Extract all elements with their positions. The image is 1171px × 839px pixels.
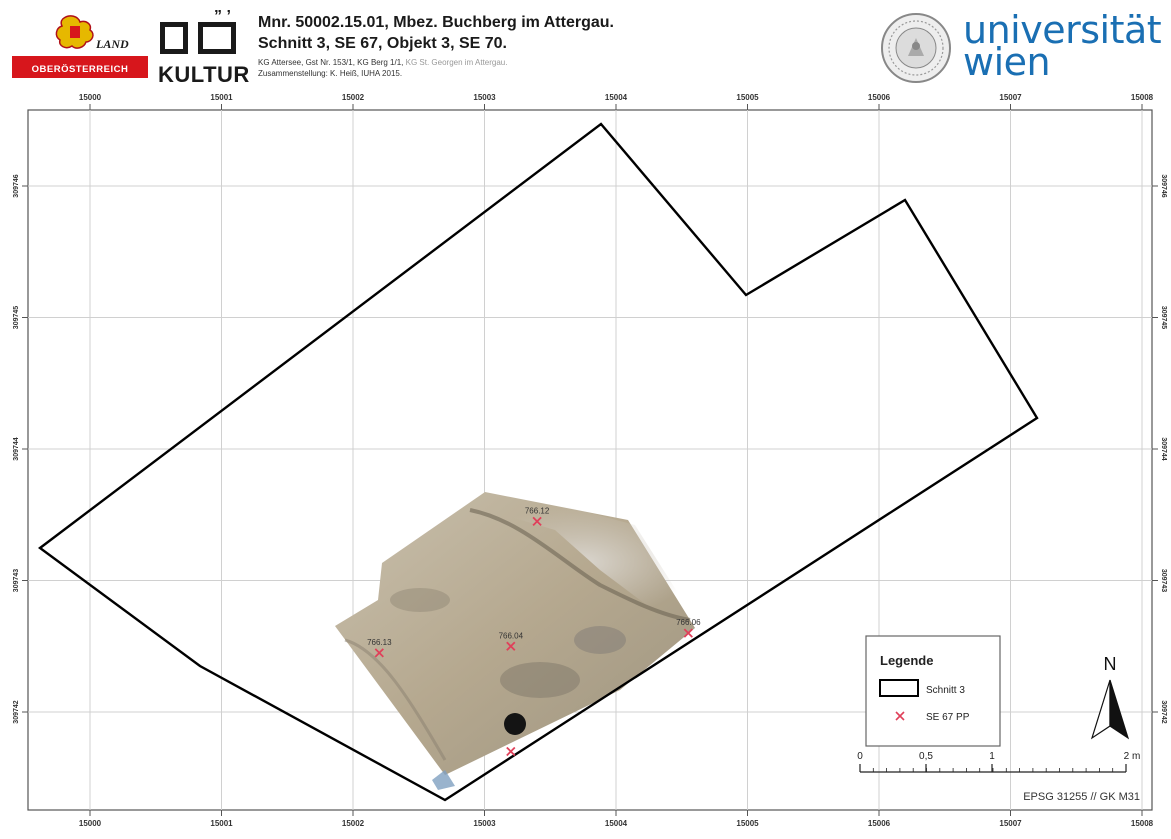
land-word: LAND — [95, 37, 129, 51]
meta-line-1-main: KG Attersee, Gst Nr. 153/1, KG Berg 1/1, — [258, 58, 404, 67]
title-line-1: Mnr. 50002.15.01, Mbez. Buchberg im Atte… — [258, 14, 614, 31]
x-tick-label: 15008 — [1131, 819, 1154, 828]
orthophoto — [335, 492, 695, 790]
x-tick-label: 15000 — [79, 819, 102, 828]
scale-label-05: 0,5 — [919, 751, 933, 762]
universitaet-wien-logo: universität wien — [963, 8, 1168, 84]
pp-marker-stroke — [683, 628, 693, 638]
pp-marker: 766.06 — [676, 618, 701, 638]
north-label: N — [1104, 654, 1117, 674]
x-tick-label: 15002 — [342, 819, 365, 828]
x-tick-label: 15001 — [210, 819, 233, 828]
meta-line-1: KG Attersee, Gst Nr. 153/1, KG Berg 1/1,… — [258, 57, 858, 68]
y-tick-label: 309744 — [13, 437, 20, 460]
x-tick-label: 15006 — [868, 819, 891, 828]
y-tick-label: 309744 — [1160, 437, 1167, 460]
y-tick-labels-left: 309746 309745 309744 309743 309742 — [13, 174, 20, 723]
scale-label-0: 0 — [857, 751, 863, 762]
y-tick-label: 309743 — [1160, 569, 1167, 592]
x-tick-label: 15000 — [79, 93, 102, 102]
y-tick-label: 309742 — [1160, 700, 1167, 723]
pp-marker: 766.12 — [525, 506, 550, 526]
pp-marker-stroke — [532, 516, 542, 526]
meta-line-1-grey: KG St. Georgen im Attergau. — [405, 58, 508, 67]
title-block: Mnr. 50002.15.01, Mbez. Buchberg im Atte… — [258, 12, 858, 79]
legend-polygon-icon — [879, 679, 919, 697]
measurement-points: 766.12 766.13 766.04 766.06 — [367, 506, 701, 757]
legend-item-pp: SE 67 PP — [926, 712, 970, 723]
pp-label: 766.12 — [525, 506, 550, 515]
university-line-2: wien — [963, 40, 1051, 84]
y-tick-label: 309745 — [13, 306, 20, 329]
pp-label: 766.13 — [367, 638, 392, 647]
legend-title: Legende — [880, 653, 933, 668]
scale-label-2m: 2 m — [1124, 751, 1141, 762]
pp-marker-stroke — [506, 641, 516, 651]
y-tick-label: 309743 — [13, 569, 20, 592]
x-tick-label: 15005 — [736, 819, 759, 828]
x-tick-label: 15004 — [605, 819, 628, 828]
y-tick-labels-right: 309746 309745 309744 309743 309742 — [1160, 174, 1167, 723]
pp-marker-stroke — [374, 648, 384, 658]
x-tick-labels-bottom: 15000 15001 15002 15003 15004 15005 15006 15007… — [79, 819, 1154, 828]
title-line-2: Schnitt 3, SE 67, Objekt 3, SE 70. — [258, 35, 507, 52]
pp-marker: 766.13 — [367, 638, 392, 658]
kultur-logo: ” ’ KULTUR — [158, 8, 250, 88]
x-tick-label: 15006 — [868, 93, 891, 102]
map-svg: 766.12 766.13 766.04 766.06 15000 15001 15002… — [13, 93, 1167, 828]
header: LAND OBERÖSTERREICH ” ’ KULTUR Mnr. 5000… — [0, 0, 1171, 96]
land-oberoesterreich-logo: LAND OBERÖSTERREICH — [12, 12, 148, 82]
scale-bar: 0 0,5 1 2 m — [857, 751, 1141, 773]
x-tick-label: 15007 — [999, 819, 1022, 828]
schnitt-3-outline — [37, 122, 1039, 802]
x-tick-label: 15004 — [605, 93, 628, 102]
pp-label: 766.06 — [676, 618, 701, 627]
y-tick-label: 309746 — [13, 174, 20, 197]
north-arrow-icon: N — [1090, 654, 1130, 740]
x-tick-label: 15002 — [342, 93, 365, 102]
pp-marker-stroke — [506, 746, 516, 757]
x-tick-label: 15003 — [473, 819, 496, 828]
y-tick-label: 309745 — [1160, 306, 1167, 329]
legend: Legende Schnitt 3 SE 67 PP — [865, 635, 1001, 747]
y-tick-label: 309746 — [1160, 174, 1167, 197]
pp-marker: 766.04 — [499, 631, 524, 651]
x-tick-label: 15003 — [473, 93, 496, 102]
region-word: OBERÖSTERREICH — [32, 64, 129, 75]
crs-label: EPSG 31255 // GK M31 — [1023, 791, 1140, 803]
university-seal-icon — [880, 12, 952, 84]
scale-label-1: 1 — [989, 751, 995, 762]
x-tick-label: 15007 — [999, 93, 1022, 102]
meta-line-2: Zusammenstellung: K. Heiß, IUHA 2015. — [258, 69, 403, 78]
post-hole — [504, 713, 526, 735]
x-tick-labels-top: 15000 15001 15002 15003 15004 15005 15006 15007… — [79, 93, 1154, 102]
legend-item-schnitt: Schnitt 3 — [926, 685, 965, 696]
x-tick-label: 15005 — [736, 93, 759, 102]
kultur-logo-text: KULTUR — [158, 62, 250, 87]
map-frame: 766.12 766.13 766.04 766.06 15000 15001 15002… — [0, 92, 1171, 834]
pp-label: 766.04 — [499, 631, 524, 640]
x-tick-label: 15008 — [1131, 93, 1154, 102]
legend-x-marker-icon — [895, 711, 905, 721]
y-tick-label: 309742 — [13, 700, 20, 723]
pp-marker — [506, 746, 516, 757]
x-tick-label: 15001 — [210, 93, 233, 102]
university-line-1: universität — [963, 8, 1162, 52]
